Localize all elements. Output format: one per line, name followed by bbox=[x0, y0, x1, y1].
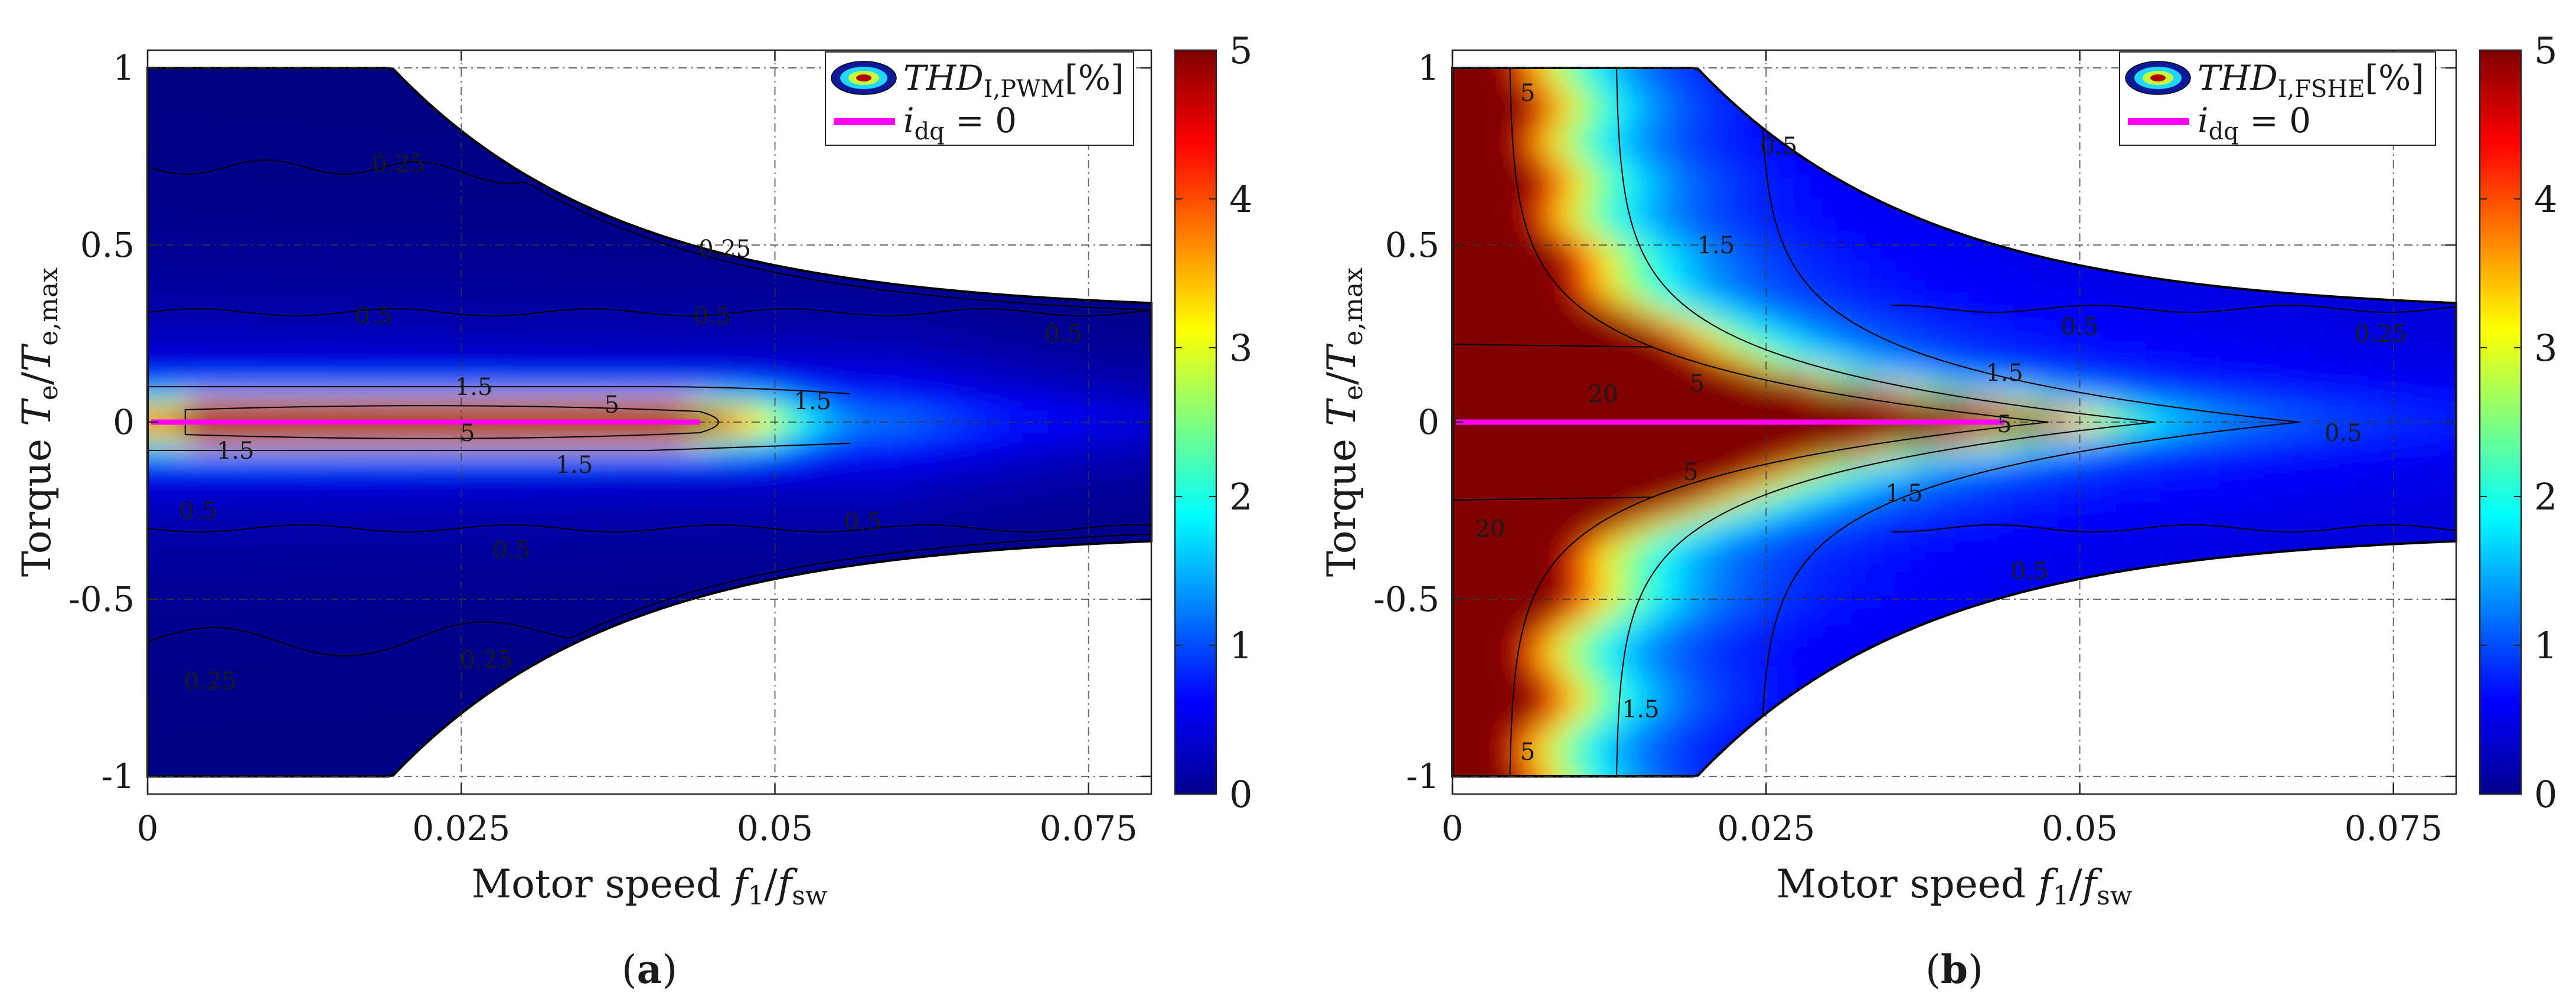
colorbar-b bbox=[2480, 50, 2521, 794]
thd-contour-icon bbox=[2126, 61, 2190, 94]
x-tick-label: 0 bbox=[1442, 808, 1464, 848]
thd-contour-icon bbox=[831, 61, 896, 94]
contour-label: 20 bbox=[1588, 381, 1618, 408]
y-tick-label: 0.5 bbox=[80, 225, 135, 265]
contour-label: 20 bbox=[1475, 515, 1505, 543]
contour-label: 5 bbox=[1997, 411, 2012, 438]
x-tick-label: 0.025 bbox=[1717, 808, 1815, 848]
y-axis-label-a: Torque Te/Te,max bbox=[14, 267, 64, 577]
x-axis-label-a: Motor speed f1/fsw bbox=[472, 861, 828, 911]
colorbar-tick-label: 2 bbox=[2534, 475, 2557, 518]
colorbar-tick-label: 1 bbox=[2534, 624, 2557, 667]
caption-letter-a: a bbox=[637, 946, 662, 992]
contour-label: 5 bbox=[1690, 370, 1705, 397]
y-axis-label-b: Torque Te/Te,max bbox=[1319, 267, 1369, 577]
contour-label: 0.5 bbox=[844, 508, 881, 535]
y-tick-label: 0 bbox=[1418, 402, 1439, 442]
contour-label: 0.5 bbox=[1760, 133, 1798, 160]
x-axis-label-b: Motor speed f1/fsw bbox=[1777, 861, 2133, 911]
y-tick-label: 1 bbox=[1418, 48, 1439, 88]
legend-a: THDI,PWM[%] idq = 0 bbox=[825, 52, 1134, 145]
y-tick-label: -1 bbox=[1406, 756, 1440, 796]
y-tick-label: -0.5 bbox=[1373, 579, 1439, 619]
colorbar-tick-label: 3 bbox=[1229, 326, 1252, 370]
contour-label: 0.25 bbox=[372, 151, 425, 178]
colorbar-tick-label: 0 bbox=[2534, 773, 2557, 816]
x-tick-label: 0.025 bbox=[412, 808, 510, 848]
x-tick-label: 0.05 bbox=[2042, 808, 2118, 848]
panel-a: 0.25 0.25 0.5 0.5 0.5 1.5 1.5 5 5 1.5 1.5 0.5 0.5 0.5… bbox=[14, 25, 1252, 993]
contour-label: 5 bbox=[460, 420, 475, 447]
colorbar-a bbox=[1175, 50, 1216, 794]
contour-label: 1.5 bbox=[217, 437, 254, 465]
contour-label: 0.25 bbox=[184, 668, 237, 695]
contour-label: 5 bbox=[605, 391, 619, 419]
contour-label: 0.5 bbox=[2061, 313, 2099, 341]
contour-label: 0.5 bbox=[492, 537, 530, 564]
contour-label: 1.5 bbox=[556, 452, 593, 479]
x-tick-label: 0.075 bbox=[2345, 808, 2443, 848]
colorbar-tick-label: 3 bbox=[2534, 326, 2557, 370]
x-tick-label: 0.075 bbox=[1040, 808, 1138, 848]
contour-label: 1.5 bbox=[1885, 480, 1923, 507]
y-tick-label: 0.5 bbox=[1385, 225, 1439, 265]
contour-label: 1.5 bbox=[1622, 696, 1660, 723]
x-tick-label: 0 bbox=[137, 808, 159, 848]
caption-b: (b) bbox=[1925, 946, 1983, 992]
colorbar-tick-label: 0 bbox=[1229, 773, 1252, 816]
x-tick-label: 0.05 bbox=[737, 808, 813, 848]
y-tick-label: -1 bbox=[102, 756, 135, 796]
colorbar-tick-label: 1 bbox=[1229, 624, 1252, 667]
colorbar-tick-label: 5 bbox=[2534, 29, 2557, 72]
contour-label: 1.5 bbox=[794, 388, 831, 415]
legend-b: THDI,FSHE[%] idq = 0 bbox=[2120, 52, 2435, 145]
colorbar-tick-label: 5 bbox=[1229, 29, 1252, 72]
contour-label: 1.5 bbox=[1697, 232, 1735, 259]
contour-label: 0.5 bbox=[179, 498, 217, 525]
colorbar-tick-label: 4 bbox=[2534, 178, 2557, 221]
contour-label: 0.5 bbox=[1044, 321, 1082, 348]
contour-label: 1.5 bbox=[455, 374, 493, 401]
contour-label: 0.25 bbox=[698, 236, 751, 263]
contour-label: 1.5 bbox=[1986, 360, 2023, 387]
caption-a: (a) bbox=[622, 946, 677, 992]
contour-label: 5 bbox=[1520, 80, 1535, 107]
contour-label: 0.5 bbox=[2324, 420, 2362, 447]
y-tick-label: 0 bbox=[113, 402, 135, 442]
contour-label: 0.5 bbox=[355, 303, 393, 330]
contour-label: 5 bbox=[1520, 739, 1535, 766]
contour-label: 0.25 bbox=[460, 646, 512, 674]
contour-label: 0.25 bbox=[2355, 321, 2407, 348]
contour-label: 5 bbox=[1683, 459, 1698, 486]
y-tick-label: 1 bbox=[113, 48, 135, 88]
y-tick-label: -0.5 bbox=[68, 579, 135, 619]
contour-label: 0.5 bbox=[693, 303, 731, 330]
contour-label: 0.5 bbox=[2011, 558, 2049, 585]
colorbar-tick-label: 2 bbox=[1229, 475, 1252, 518]
caption-letter-b: b bbox=[1941, 946, 1968, 992]
colorbar-tick-label: 4 bbox=[1229, 178, 1252, 221]
